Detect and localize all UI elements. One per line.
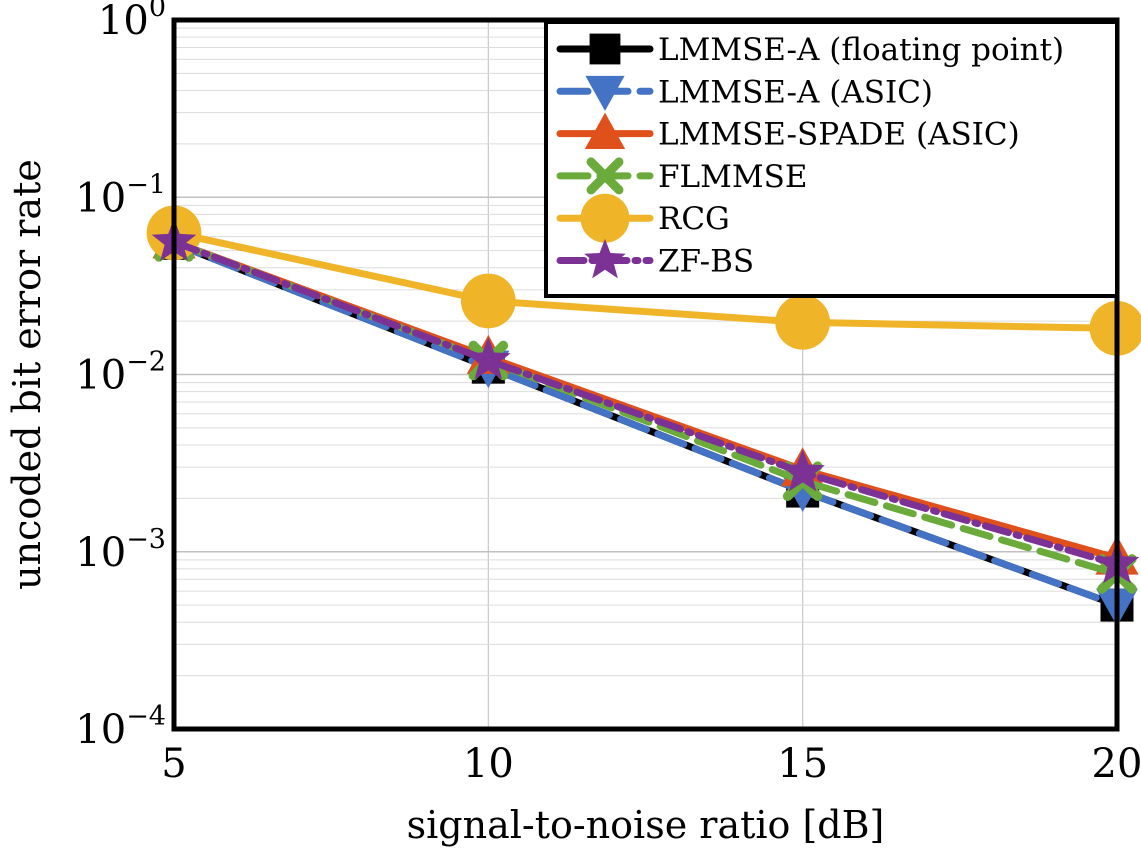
legend-entry: LMMSE-A (floating point) bbox=[556, 32, 1064, 68]
series-line bbox=[170, 229, 1121, 332]
legend-label: RCG bbox=[658, 201, 730, 237]
series-line bbox=[170, 238, 1121, 578]
legend-marker bbox=[589, 33, 621, 65]
legend-marker bbox=[585, 75, 625, 111]
legend-entry: RCG bbox=[556, 193, 730, 243]
legend-label: FLMMSE bbox=[658, 159, 807, 195]
data-point bbox=[780, 449, 825, 492]
legend-marker bbox=[584, 238, 626, 279]
y-tick-exponent: −3 bbox=[126, 524, 166, 555]
x-axis-label: signal-to-noise ratio [dB] bbox=[407, 803, 885, 847]
y-tick-base: 10 bbox=[75, 530, 126, 576]
series-line bbox=[170, 238, 1121, 568]
y-tick-base: 10 bbox=[75, 353, 126, 399]
y-tick-label: 10−2 bbox=[75, 347, 166, 399]
y-tick-base: 10 bbox=[75, 707, 126, 753]
y-tick-exponent: 0 bbox=[149, 0, 166, 23]
legend-marker bbox=[586, 157, 624, 195]
x-tick-label: 20 bbox=[1092, 741, 1141, 787]
x-tick-label: 15 bbox=[777, 741, 828, 787]
data-point bbox=[775, 294, 831, 350]
legend-entry: FLMMSE bbox=[556, 157, 807, 195]
legend-marker bbox=[580, 193, 630, 243]
legend-entry: ZF-BS bbox=[556, 238, 754, 280]
x-tick-label: 10 bbox=[463, 741, 514, 787]
y-tick-base: 10 bbox=[98, 0, 149, 44]
data-point bbox=[466, 337, 511, 380]
y-tick-label: 10−3 bbox=[75, 524, 166, 576]
data-point bbox=[460, 273, 516, 329]
legend-label: LMMSE-A (floating point) bbox=[658, 32, 1064, 68]
legend-box bbox=[544, 20, 1119, 298]
y-tick-label: 100 bbox=[98, 0, 166, 44]
y-axis-label: uncoded bit error rate bbox=[5, 159, 49, 590]
y-tick-exponent: −2 bbox=[126, 347, 166, 378]
legend-label: ZF-BS bbox=[658, 244, 754, 280]
y-tick-base: 10 bbox=[75, 175, 126, 221]
x-tick-label: 5 bbox=[161, 741, 186, 787]
legend-entry: LMMSE-A (ASIC) bbox=[556, 74, 933, 111]
y-tick-label: 10−4 bbox=[75, 701, 166, 753]
legend: LMMSE-A (floating point) LMMSE-A (ASIC) LM… bbox=[544, 20, 1119, 298]
series-line bbox=[170, 239, 1121, 609]
y-tick-exponent: −1 bbox=[126, 169, 166, 200]
y-tick-exponent: −4 bbox=[126, 701, 166, 732]
legend-marker bbox=[584, 112, 626, 149]
legend-label: LMMSE-SPADE (ASIC) bbox=[658, 117, 1020, 153]
legend-label: LMMSE-A (ASIC) bbox=[658, 74, 933, 110]
legend-entry: LMMSE-SPADE (ASIC) bbox=[556, 112, 1020, 153]
y-tick-label: 10−1 bbox=[75, 169, 166, 221]
